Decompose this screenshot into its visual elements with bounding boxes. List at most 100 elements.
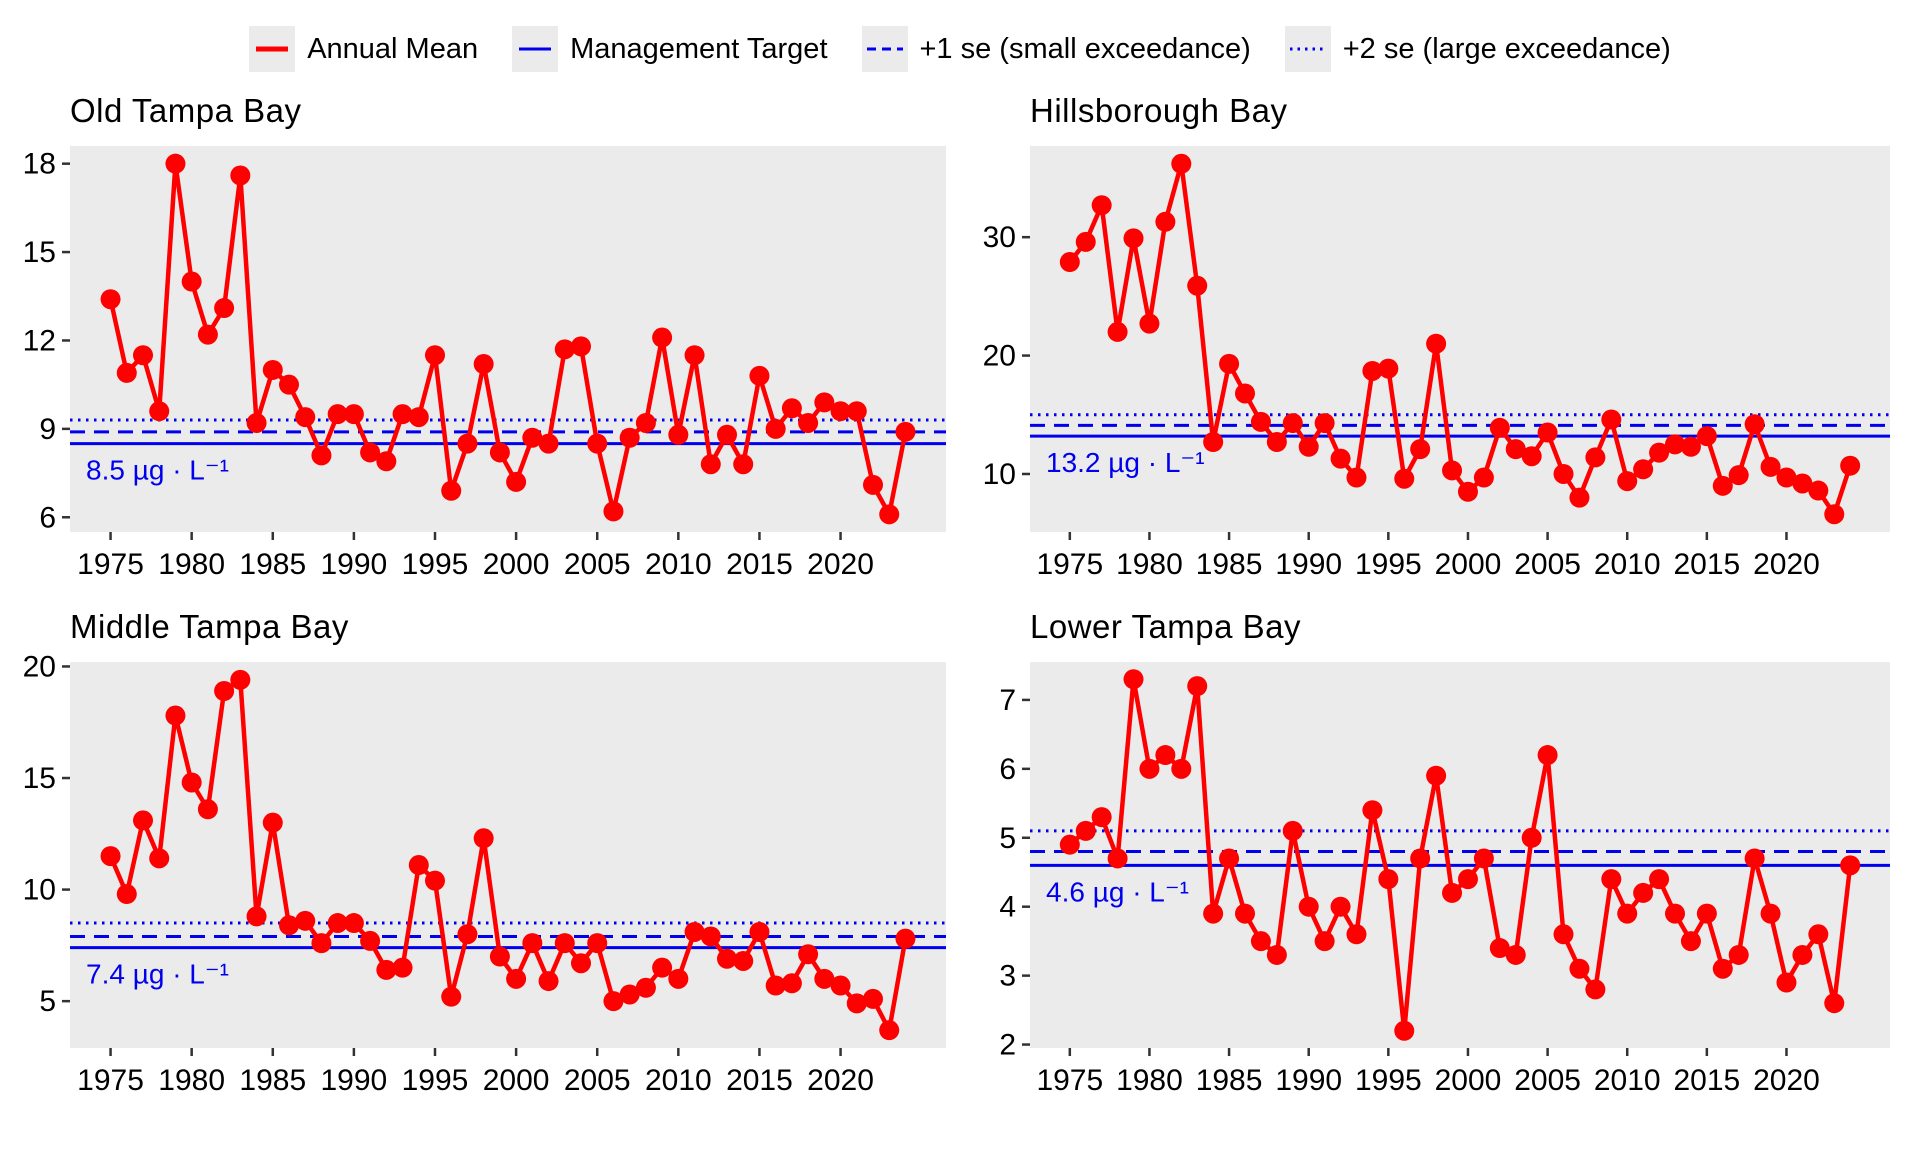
data-point — [1649, 442, 1670, 463]
y-tick-label: 10 — [23, 874, 56, 907]
data-point — [652, 327, 673, 348]
x-tick-label: 1995 — [1355, 1064, 1422, 1097]
data-point — [230, 669, 251, 690]
data-point — [1760, 903, 1781, 924]
data-point — [895, 928, 916, 949]
data-point — [554, 339, 575, 360]
data-point — [1792, 944, 1813, 965]
data-point — [587, 933, 608, 954]
chart-hillsborough-bay: 13.2 µg · L⁻¹ 1975 1980 1985 1990 1995 2000 200… — [983, 146, 1890, 581]
data-point — [1553, 924, 1574, 945]
data-point — [652, 957, 673, 978]
data-point — [165, 153, 186, 174]
annual-mean-points — [100, 669, 916, 1041]
x-tick-label: 2005 — [564, 1064, 631, 1097]
x-tick-label: 1985 — [239, 1064, 306, 1097]
data-point — [1744, 414, 1765, 435]
y-axis: 2 3 4 5 6 7 — [999, 684, 1030, 1062]
data-point — [360, 930, 381, 951]
data-point — [1680, 436, 1701, 457]
x-tick-label: 2015 — [1673, 1064, 1740, 1097]
data-point — [879, 1020, 900, 1041]
panel-title: Old Tampa Bay — [70, 92, 302, 129]
data-point — [522, 933, 543, 954]
data-point — [1840, 855, 1861, 876]
data-point — [506, 471, 527, 492]
data-point — [733, 454, 754, 475]
data-point — [846, 401, 867, 422]
data-point — [133, 345, 153, 366]
y-axis: 10 20 30 — [983, 221, 1030, 491]
data-point — [1378, 869, 1399, 890]
data-point — [1553, 463, 1574, 484]
panel-lower-tampa-bay: Lower Tampa Bay 4.6 µg · L⁻¹ 1975 1980 1985… — [972, 592, 1904, 1108]
data-point — [262, 812, 283, 833]
data-point — [1760, 456, 1781, 477]
data-point — [1601, 409, 1622, 430]
x-tick-label: 2000 — [483, 548, 550, 581]
data-point — [571, 953, 591, 974]
data-point — [279, 374, 299, 395]
panel-middle-tampa-bay: Middle Tampa Bay 7.4 µg · L⁻¹ 1975 1980 198… — [12, 592, 960, 1108]
data-point — [1171, 758, 1192, 779]
data-point — [230, 165, 251, 186]
y-tick-label: 6 — [999, 753, 1016, 786]
data-point — [1505, 944, 1526, 965]
x-tick-label: 2000 — [1435, 1064, 1502, 1097]
x-tick-label: 1980 — [1116, 1064, 1183, 1097]
chart-middle-tampa-bay: 7.4 µg · L⁻¹ 1975 1980 1985 1990 1995 2000 2005… — [23, 650, 946, 1097]
data-point — [1728, 465, 1749, 486]
y-tick-label: 20 — [983, 340, 1016, 373]
x-tick-label: 2005 — [564, 548, 631, 581]
data-point — [765, 418, 786, 439]
data-point — [1665, 434, 1685, 455]
data-point — [1617, 471, 1638, 492]
x-tick-label: 1985 — [1196, 1064, 1263, 1097]
data-point — [441, 986, 462, 1007]
dashed-line-icon — [861, 26, 908, 72]
x-tick-label: 2015 — [726, 548, 793, 581]
data-point — [100, 289, 121, 310]
data-point — [1792, 473, 1813, 494]
data-point — [895, 421, 916, 442]
data-point — [1442, 460, 1463, 481]
data-point — [1585, 447, 1606, 468]
data-point — [1139, 758, 1160, 779]
data-point — [1314, 413, 1335, 434]
data-point — [1123, 228, 1144, 249]
data-point — [1075, 820, 1096, 841]
data-point — [425, 345, 445, 366]
data-point — [1187, 676, 1208, 697]
data-point — [1410, 439, 1431, 460]
data-point — [392, 404, 413, 425]
x-tick-label: 2005 — [1514, 1064, 1581, 1097]
chart-old-tampa-bay: 8.5 µg · L⁻¹ 1975 1980 1985 1990 1995 2000 2005… — [23, 146, 946, 581]
data-point — [1075, 231, 1096, 252]
data-point — [798, 412, 819, 433]
data-point — [1489, 417, 1510, 438]
data-point — [100, 846, 121, 867]
x-tick-label: 1990 — [1275, 548, 1342, 581]
data-point — [1521, 827, 1542, 848]
data-point — [798, 944, 819, 965]
data-point — [879, 504, 900, 525]
data-point — [1282, 413, 1303, 434]
data-point — [1457, 869, 1478, 890]
plot-background — [70, 662, 946, 1048]
data-point — [1330, 896, 1351, 917]
x-axis: 1975 1980 1985 1990 1995 2000 2005 2010 2015 2020 — [1036, 1048, 1820, 1097]
y-tick-label: 6 — [39, 501, 56, 534]
data-point — [603, 991, 624, 1012]
data-point — [1346, 467, 1367, 488]
data-point — [749, 921, 770, 942]
data-point — [1696, 903, 1717, 924]
data-point — [603, 501, 624, 522]
data-point — [295, 910, 316, 931]
data-point — [1346, 924, 1367, 945]
x-tick-label: 2005 — [1514, 548, 1581, 581]
data-point — [181, 772, 202, 793]
data-point — [1824, 504, 1845, 525]
x-tick-label: 1990 — [321, 548, 388, 581]
data-point — [457, 924, 478, 945]
x-tick-label: 1980 — [158, 1064, 225, 1097]
